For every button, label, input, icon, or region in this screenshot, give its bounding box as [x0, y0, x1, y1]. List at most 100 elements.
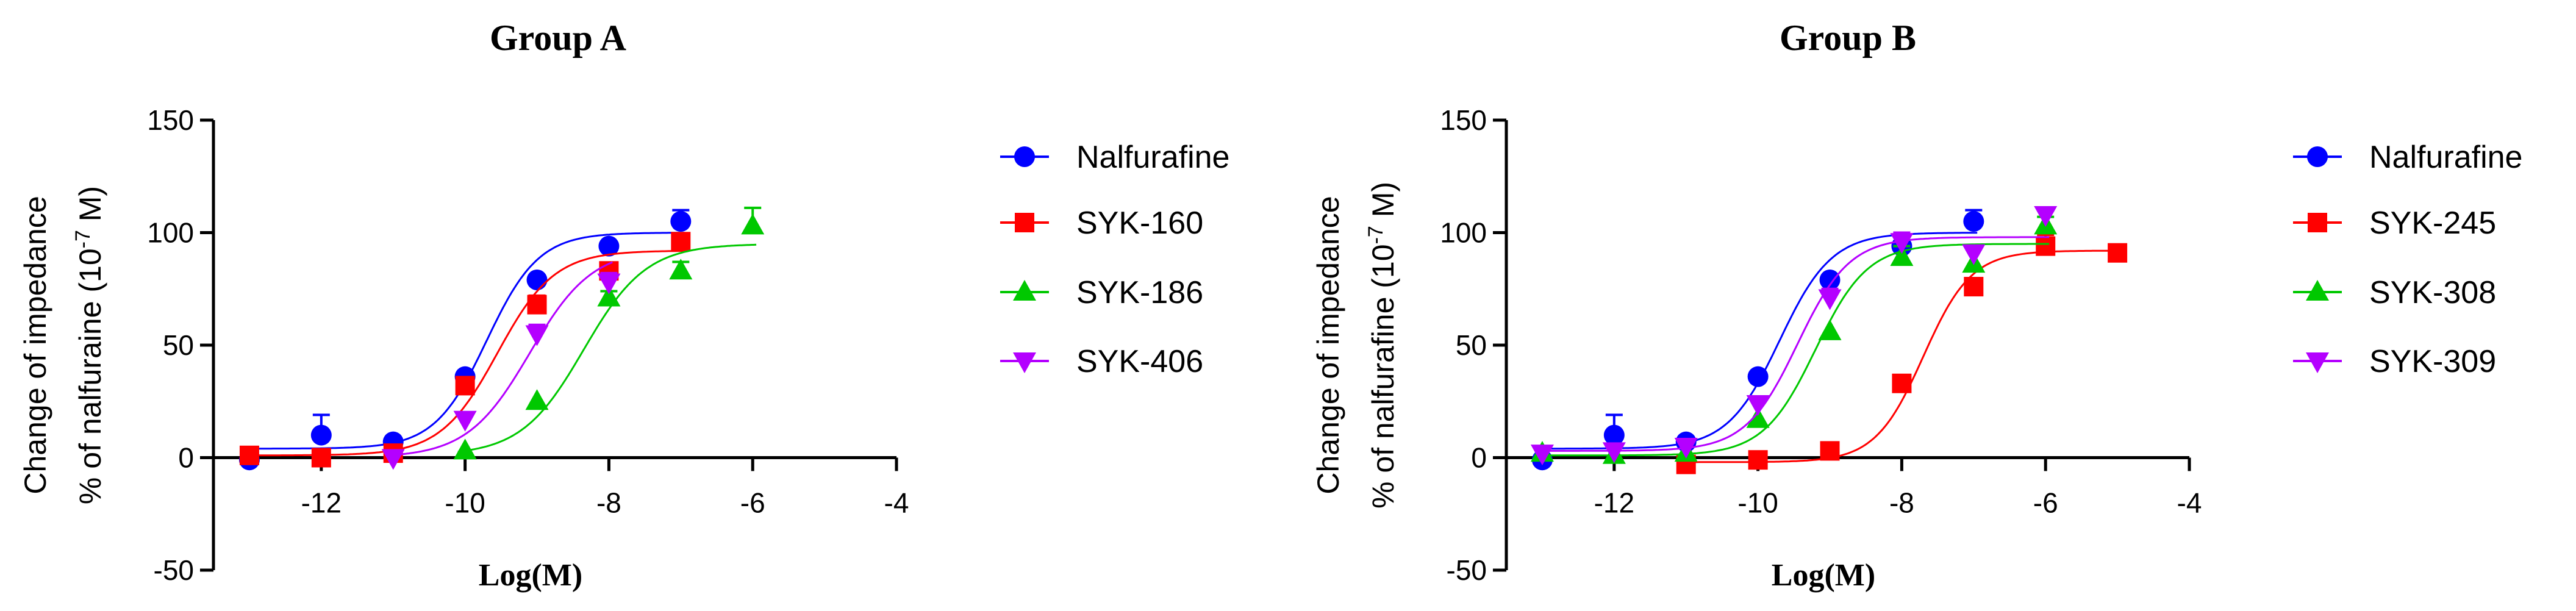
series-syk-245 [1676, 234, 2128, 474]
data-point [669, 259, 693, 280]
legend-marker [2308, 213, 2327, 232]
data-point [1890, 245, 1914, 266]
data-point [1747, 366, 1769, 387]
y-tick-label: 0 [178, 442, 194, 474]
legend-marker [2306, 280, 2329, 301]
data-point [525, 325, 549, 346]
legend-label: SYK-308 [2369, 275, 2496, 310]
data-point [311, 448, 331, 468]
data-point [525, 389, 549, 410]
y-axis-label-superscript: -7 [71, 230, 95, 248]
y-tick-label: 50 [1456, 329, 1487, 361]
y-axis-label-line1: Change of impedance [1311, 196, 1345, 494]
legend-entry: SYK-406 [1000, 344, 1203, 379]
x-tick-label: -12 [301, 487, 342, 519]
y-axis-label-line2: % of nalfurafine (10-7 M) [1364, 182, 1400, 509]
data-point [597, 273, 621, 295]
legend-entry: Nalfurafine [1000, 140, 1229, 175]
data-point [527, 295, 547, 315]
data-point [2036, 236, 2056, 256]
x-tick-label: -8 [596, 487, 621, 519]
y-tick-label: 50 [163, 329, 194, 361]
y-axis-label-line2: % of nalfuraine (10-7 M) [71, 186, 107, 504]
y-tick-label: 100 [1440, 217, 1487, 249]
data-point [1746, 395, 1770, 416]
data-point [453, 438, 477, 460]
data-point [1748, 450, 1768, 470]
data-point [1962, 244, 1986, 265]
chart-title: Group A [490, 18, 626, 58]
data-point [1890, 233, 1914, 254]
chart-title: Group B [1780, 18, 1916, 58]
series-nalfurafine [1531, 209, 1984, 471]
y-axis-label-prefix: % of nalfurafine (10 [1366, 244, 1400, 509]
x-tick-label: -8 [1889, 487, 1914, 519]
legend-entry: Nalfurafine [2293, 140, 2522, 175]
data-point [1819, 269, 1841, 290]
data-point [526, 269, 548, 290]
legend-label: SYK-160 [1076, 205, 1203, 241]
fit-curve [385, 261, 613, 457]
group-b-panel: Group B Change of impedance % of nalfurafi… [1311, 18, 2522, 593]
x-tick-label: -4 [2177, 487, 2202, 519]
y-axis-label-superscript: -7 [1364, 226, 1387, 244]
y-tick-label: 0 [1471, 442, 1487, 474]
legend-marker [2306, 352, 2329, 373]
legend-entry: SYK-186 [1000, 275, 1203, 310]
data-point [1746, 407, 1770, 428]
legend-marker [1013, 352, 1036, 373]
legend-label: Nalfurafine [1076, 140, 1229, 175]
group-a-panel: Group A Change of impedance % of nalfurain… [18, 18, 1229, 593]
data-point [453, 410, 477, 432]
y-axis-label-line1: Change of impedance [18, 196, 52, 494]
data-point [598, 235, 620, 257]
x-tick-label: -6 [740, 487, 765, 519]
legend-entry: SYK-245 [2293, 205, 2496, 241]
y-axis-label-suffix: M) [73, 186, 107, 230]
legend-entry: SYK-309 [2293, 344, 2496, 379]
legend-label: SYK-406 [1076, 344, 1203, 379]
data-point [741, 213, 765, 235]
data-point [670, 211, 692, 232]
y-tick-label: -50 [1447, 554, 1487, 586]
data-point [455, 376, 475, 396]
data-point [671, 232, 691, 252]
series-syk-186 [453, 206, 765, 460]
legend-label: SYK-245 [2369, 205, 2496, 241]
legend-label: SYK-309 [2369, 344, 2496, 379]
y-tick-label: 100 [147, 217, 194, 249]
series-syk-309 [1530, 205, 2058, 466]
x-tick-label: -6 [2033, 487, 2058, 519]
legend-label: SYK-186 [1076, 275, 1203, 310]
data-point [1603, 424, 1625, 446]
y-tick-label: -50 [154, 554, 194, 586]
data-point [1964, 277, 1984, 297]
data-point [239, 445, 259, 465]
series-syk-406 [381, 261, 621, 470]
data-point [2034, 205, 2058, 227]
x-tick-label: -10 [445, 487, 485, 519]
fit-curve [457, 243, 757, 453]
data-point [1530, 445, 1554, 466]
data-point [1963, 211, 1984, 232]
legend-marker [1014, 146, 1035, 167]
legend-marker [2307, 146, 2328, 167]
data-point [1820, 441, 1840, 461]
series-syk-160 [239, 232, 691, 468]
y-axis-label-prefix: % of nalfuraine (10 [73, 248, 107, 504]
legend-marker [1013, 280, 1036, 301]
data-point [1818, 289, 1842, 310]
legend-entry: SYK-160 [1000, 205, 1203, 241]
legend-entry: SYK-308 [2293, 275, 2496, 310]
data-point [1602, 442, 1626, 463]
x-tick-label: -4 [884, 487, 909, 519]
data-point [597, 285, 621, 307]
x-axis-label: Log(M) [479, 558, 582, 593]
data-point [1674, 438, 1698, 459]
data-point [2108, 243, 2128, 263]
x-tick-label: -10 [1737, 487, 1778, 519]
legend-label: Nalfurafine [2369, 140, 2522, 175]
x-axis-label: Log(M) [1772, 558, 1875, 593]
legend-marker [1015, 213, 1034, 232]
